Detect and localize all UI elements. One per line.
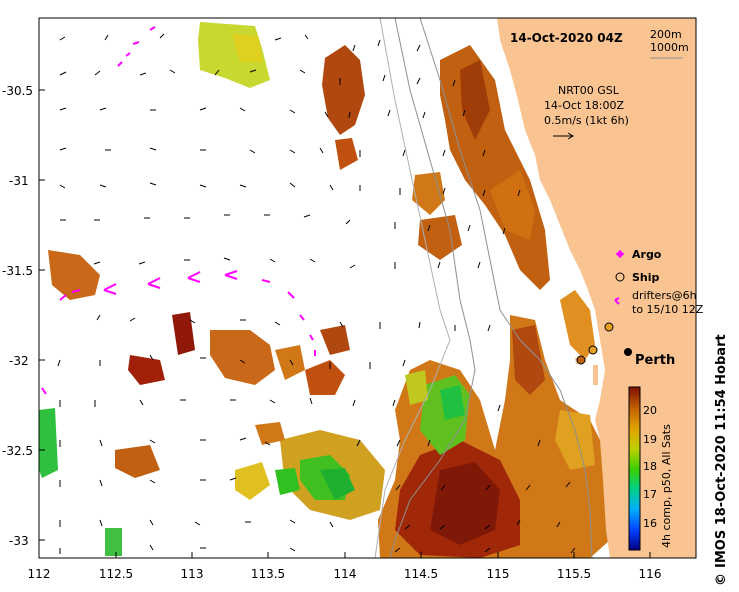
plot-frame bbox=[38, 17, 697, 559]
sst-colorbar bbox=[628, 386, 641, 551]
lon-tick-label-116: 116 bbox=[639, 567, 662, 581]
current-legend-line3: 0.5m/s (1kt 6h) bbox=[544, 114, 629, 127]
land-mass bbox=[497, 18, 696, 558]
lat-tick-label-31-5: -31.5 bbox=[2, 264, 33, 278]
argo-legend-icon bbox=[616, 250, 624, 258]
isobath-label-200m: 200m bbox=[650, 28, 682, 41]
isobath-200m bbox=[419, 18, 593, 558]
isobath-label-1000m: 1000m bbox=[650, 41, 689, 54]
ship-marker-2 bbox=[588, 345, 598, 355]
isobath-1000m bbox=[389, 18, 476, 558]
current-scale-arrow-icon bbox=[553, 132, 574, 140]
colorbar-tick-16: 16 bbox=[643, 517, 657, 530]
lon-tick-label-113-5: 113.5 bbox=[251, 567, 285, 581]
colorbar-tick-17: 17 bbox=[643, 488, 657, 501]
ship-legend-label: Ship bbox=[632, 271, 660, 284]
lat-tick-label-32-5: -32.5 bbox=[2, 444, 33, 458]
drifters-legend-line1: drifters@6h bbox=[632, 289, 697, 302]
garden-island bbox=[593, 365, 598, 385]
lat-tick-label-31: -31 bbox=[9, 174, 29, 188]
lon-tick-label-114: 114 bbox=[334, 567, 357, 581]
lat-tick-label-33: -33 bbox=[9, 534, 29, 548]
argo-legend-label: Argo bbox=[632, 248, 662, 261]
lon-tick-label-113: 113 bbox=[181, 567, 204, 581]
current-vectors bbox=[57, 33, 576, 554]
drifters-legend-line2: to 15/10 12Z bbox=[632, 303, 704, 316]
lat-tick-label-32: -32 bbox=[9, 354, 29, 368]
drifter-tracks bbox=[41, 26, 620, 395]
lon-tick-label-112-5: 112.5 bbox=[99, 567, 133, 581]
ship-marker-3 bbox=[576, 355, 586, 365]
lat-tick-label-30-5: -30.5 bbox=[2, 84, 33, 98]
colorbar-tick-20: 20 bbox=[643, 404, 657, 417]
current-legend-line1: NRT00 GSL bbox=[558, 84, 620, 97]
ship-legend-icon bbox=[615, 272, 625, 282]
lon-tick-label-112: 112 bbox=[28, 567, 51, 581]
colorbar-tick-18: 18 bbox=[643, 460, 657, 473]
credit-text: IMOS 18-Oct-2020 11:54 Hobart bbox=[714, 334, 729, 568]
latitude-ticks bbox=[39, 89, 45, 541]
longitude-ticks bbox=[38, 552, 651, 558]
map-title: 14-Oct-2020 04Z bbox=[510, 31, 623, 45]
isobath-2000m bbox=[374, 18, 451, 558]
colorbar-caption: 4h comp, p50, All Sats bbox=[660, 424, 673, 548]
perth-label: Perth bbox=[635, 353, 675, 368]
station-markers bbox=[576, 322, 614, 365]
lon-tick-label-115-5: 115.5 bbox=[557, 567, 591, 581]
ship-marker-1 bbox=[604, 322, 614, 332]
colorbar-tick-19: 19 bbox=[643, 433, 657, 446]
perth-marker bbox=[624, 348, 632, 356]
lon-tick-label-115: 115 bbox=[487, 567, 510, 581]
copyright-symbol: © bbox=[714, 573, 729, 586]
lon-tick-label-114-5: 114.5 bbox=[404, 567, 438, 581]
current-legend-line2: 14-Oct 18:00Z bbox=[544, 99, 624, 112]
